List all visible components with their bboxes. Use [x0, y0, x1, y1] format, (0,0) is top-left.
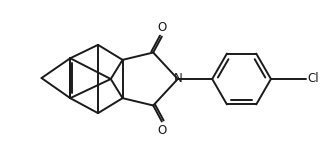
Text: N: N [173, 73, 182, 85]
Text: O: O [157, 21, 166, 34]
Text: O: O [157, 124, 166, 137]
Text: Cl: Cl [308, 73, 319, 85]
